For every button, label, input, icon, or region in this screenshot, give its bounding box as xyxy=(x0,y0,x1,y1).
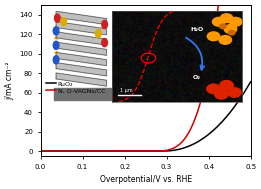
RuO₂ xyxy=(39,150,42,152)
RuO₂ xyxy=(135,150,139,152)
N, O-VAGNs/CC xyxy=(39,150,42,152)
N, O-VAGNs/CC xyxy=(249,4,252,6)
Line: RuO₂: RuO₂ xyxy=(40,82,251,151)
Line: N, O-VAGNs/CC: N, O-VAGNs/CC xyxy=(40,5,251,151)
N, O-VAGNs/CC xyxy=(243,4,246,6)
N, O-VAGNs/CC xyxy=(217,4,220,6)
N, O-VAGNs/CC xyxy=(141,150,144,152)
N, O-VAGNs/CC xyxy=(243,4,246,6)
N, O-VAGNs/CC xyxy=(50,150,53,152)
Y-axis label: j/mA cm⁻²: j/mA cm⁻² xyxy=(5,61,14,100)
X-axis label: Overpotential/V vs. RHE: Overpotential/V vs. RHE xyxy=(99,175,192,184)
Legend: RuO₂, N, O-VAGNs/CC: RuO₂, N, O-VAGNs/CC xyxy=(46,81,106,94)
RuO₂ xyxy=(141,150,144,152)
RuO₂ xyxy=(243,91,246,93)
RuO₂ xyxy=(50,150,53,152)
N, O-VAGNs/CC xyxy=(204,79,207,81)
N, O-VAGNs/CC xyxy=(135,150,139,152)
RuO₂ xyxy=(204,135,207,138)
RuO₂ xyxy=(243,91,246,93)
RuO₂ xyxy=(249,81,252,83)
